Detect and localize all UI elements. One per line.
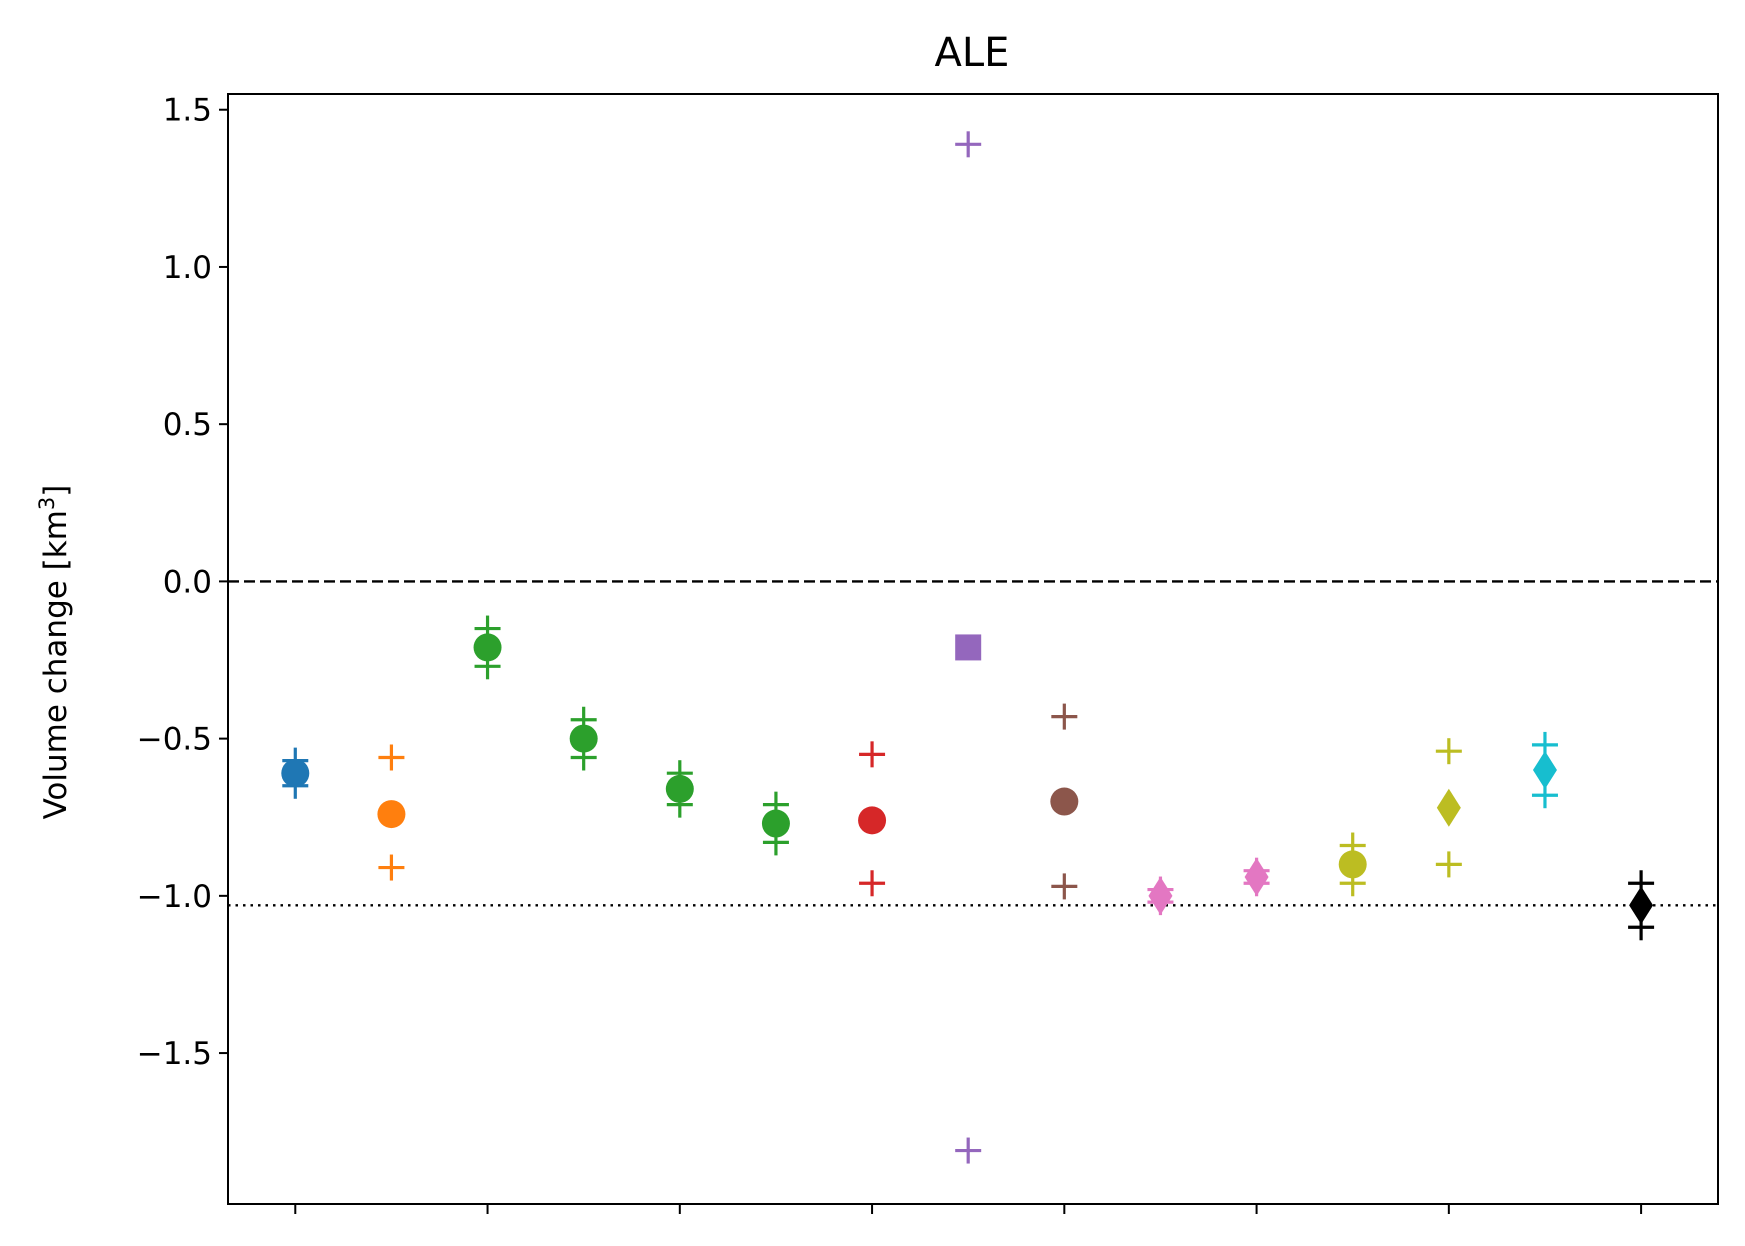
data-point-6-marker <box>761 809 790 838</box>
y-tick-label: −1.5 <box>137 1036 212 1072</box>
y-axis-label-end: ] <box>38 485 74 497</box>
plot-content <box>228 131 1718 1164</box>
data-point-13-marker <box>1436 788 1461 827</box>
data-point-14-marker <box>1532 751 1557 790</box>
data-point-7-marker <box>858 806 887 835</box>
plot-frame <box>227 93 1719 1205</box>
chart-title: ALE <box>935 30 1010 76</box>
data-point-9-marker <box>1050 787 1079 816</box>
data-point-7-lower-bound <box>859 870 886 897</box>
data-point-7-upper-bound <box>859 741 886 768</box>
y-axis-label: Volume change [km3] <box>35 485 74 820</box>
data-point-8-marker <box>955 634 982 661</box>
y-tick-label: 0.5 <box>163 407 212 443</box>
data-point-5-marker <box>665 774 694 803</box>
y-tick-label: 1.5 <box>163 93 212 129</box>
y-tick-label: −0.5 <box>137 722 212 758</box>
y-tick-label: 0.0 <box>163 564 212 600</box>
y-axis-label-superscript: 3 <box>35 497 59 510</box>
data-point-8-upper-bound <box>955 131 982 158</box>
data-point-9-upper-bound <box>1051 703 1078 730</box>
data-point-2-marker <box>377 800 406 829</box>
data-point-2-upper-bound <box>378 744 405 771</box>
data-point-8-lower-bound <box>955 1137 982 1164</box>
data-point-15-marker <box>1629 886 1654 925</box>
data-point-12-marker <box>1338 850 1367 879</box>
y-axis-label-base: Volume change [km <box>38 510 74 819</box>
y-tick-label: −1.0 <box>137 879 212 915</box>
data-point-9-lower-bound <box>1051 873 1078 900</box>
data-point-10-marker <box>1148 876 1173 915</box>
data-point-2-lower-bound <box>378 854 405 881</box>
x-axis-ticks <box>294 1204 1643 1214</box>
y-axis-ticks: 1.5 1.0 0.5 0.0 −0.5 −1.0 −1.5 <box>137 93 228 1072</box>
data-point-1-marker <box>281 759 310 788</box>
data-point-4-marker <box>569 724 598 753</box>
data-point-13-upper-bound <box>1435 738 1462 765</box>
y-tick-label: 1.0 <box>163 250 212 286</box>
data-point-13-lower-bound <box>1435 851 1462 878</box>
data-point-11-marker <box>1244 857 1269 896</box>
data-point-3-marker <box>473 633 502 662</box>
